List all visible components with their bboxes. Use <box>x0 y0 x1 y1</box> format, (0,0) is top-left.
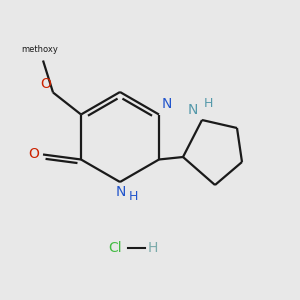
Text: O: O <box>28 148 39 161</box>
Text: N: N <box>116 185 126 199</box>
Text: N: N <box>162 98 172 112</box>
Text: H: H <box>204 97 213 110</box>
Text: Cl: Cl <box>108 241 122 255</box>
Text: methoxy: methoxy <box>22 46 58 55</box>
Text: H: H <box>129 190 138 203</box>
Text: N: N <box>188 103 198 117</box>
Text: H: H <box>148 241 158 255</box>
Text: O: O <box>40 76 51 91</box>
